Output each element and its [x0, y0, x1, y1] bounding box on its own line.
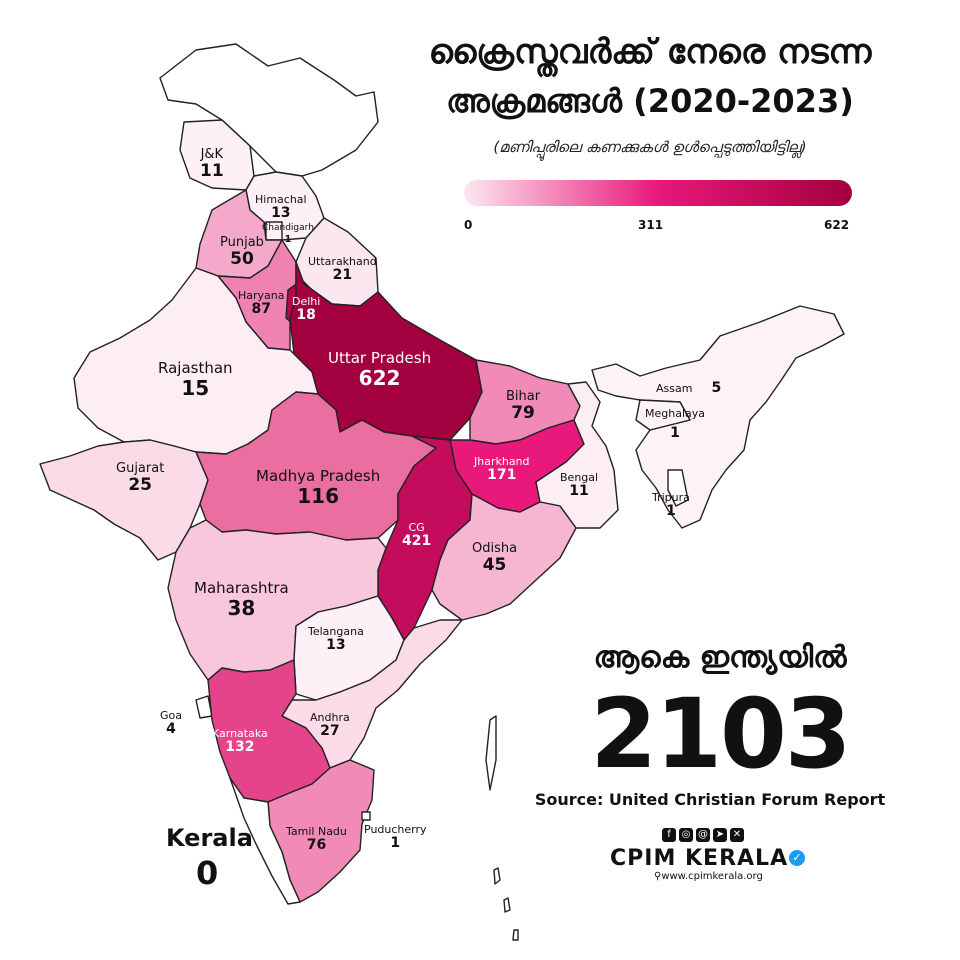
label-puducherry: Puducherry 1 [364, 823, 427, 852]
nicobar-islands [493, 867, 519, 941]
label-assam: Assam 5 [656, 380, 722, 396]
legend-min: 0 [464, 218, 473, 232]
region-tripura [667, 469, 689, 507]
total-label: ആകെ ഇന്ത്യയിൽ [593, 640, 847, 675]
brand-name: CPIM KERALA [610, 846, 789, 871]
label-andhra: Andhra 27 [310, 711, 350, 740]
label-goa: Goa 4 [160, 709, 182, 738]
telegram-icon: ➤ [713, 828, 727, 842]
label-meghalaya: Meghalaya 1 [645, 407, 706, 442]
label-tripura: Tripura 1 [652, 491, 690, 520]
threads-icon: @ [696, 828, 710, 842]
legend-max: 622 [824, 218, 850, 232]
legend-mid: 311 [638, 218, 664, 232]
label-delhi: Delhi 18 [292, 295, 321, 324]
label-cg: CG 421 [402, 521, 432, 550]
label-uttar-pradesh: Uttar Pradesh 622 [328, 349, 432, 390]
source-text: Source: United Christian Forum Report [534, 790, 886, 809]
social-icons: f ◎ @ ➤ ✕ [662, 828, 744, 842]
label-punjab: Punjab 50 [220, 235, 264, 270]
title-line-1: ക്രൈസ്തവർക്ക് നേരെ നടന്ന [428, 32, 872, 72]
region-meghalaya [635, 399, 691, 431]
region-kerala [229, 777, 301, 905]
region-odisha [431, 493, 577, 621]
label-maharashtra: Maharashtra 38 [194, 579, 289, 620]
label-kerala-name: Kerala [166, 824, 253, 852]
label-jk: J&K 11 [200, 147, 224, 182]
andaman-islands [485, 715, 497, 791]
x-icon: ✕ [730, 828, 744, 842]
label-jharkhand: Jharkhand 171 [474, 455, 530, 484]
instagram-icon: ◎ [679, 828, 693, 842]
label-odisha: Odisha 45 [472, 541, 518, 576]
label-rajasthan: Rajasthan 15 [158, 359, 233, 400]
region-gujarat [39, 439, 209, 561]
region-ladakh [159, 43, 379, 177]
search-icon: ⚲ [654, 871, 662, 882]
total-value: 2103 [590, 678, 851, 790]
label-himachal: Himachal 13 [255, 193, 307, 222]
region-puducherry [361, 811, 371, 821]
label-gujarat: Gujarat 25 [116, 461, 165, 496]
label-telangana: Telangana 13 [308, 625, 364, 654]
facebook-icon: f [662, 828, 676, 842]
label-kerala-value: 0 [196, 854, 219, 892]
website-link[interactable]: ⚲www.cpimkerala.org [654, 871, 763, 882]
title-note: (മണിപ്പൂരിലെ കണക്കുകൾ ഉൾപ്പെടുത്തിയിട്ടി… [493, 138, 807, 156]
label-tamil-nadu: Tamil Nadu 76 [286, 825, 347, 854]
legend-gradient-bar [464, 180, 852, 206]
label-madhya-pradesh: Madhya Pradesh 116 [256, 467, 381, 508]
region-northeast [591, 305, 845, 529]
label-bihar: Bihar 79 [506, 389, 541, 424]
label-haryana: Haryana 87 [238, 289, 285, 318]
title-line-2: അക്രമങ്ങൾ (2020-2023) [446, 82, 854, 120]
label-bengal: Bengal 11 [560, 471, 599, 500]
verified-badge-icon: ✓ [789, 850, 805, 866]
label-chandigarh: Chandigarh 1 [262, 223, 314, 245]
label-uttarakhand: Uttarakhand 21 [308, 255, 377, 284]
label-karnataka: Karnataka 132 [212, 727, 268, 756]
